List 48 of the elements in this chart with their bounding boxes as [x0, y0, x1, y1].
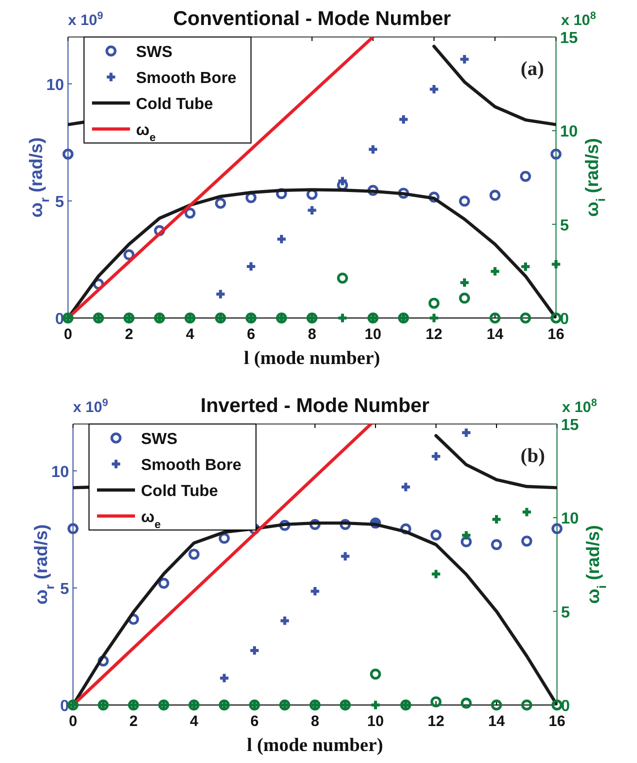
legend-label: Smooth Bore [136, 70, 237, 87]
x-tick-label: 2 [129, 713, 138, 730]
legend-label: SWS [141, 431, 178, 448]
y-tick-label: 5 [60, 580, 70, 598]
chart-title: Inverted - Mode Number [200, 395, 430, 417]
x-tick-label: 14 [486, 326, 504, 343]
x-tick-label: 12 [426, 326, 442, 343]
y2-tick-label: 5 [561, 604, 570, 622]
x-axis-title: l (mode number) [246, 735, 384, 756]
chart-title: Conventional - Mode Number [173, 8, 452, 30]
y-tick-label: 0 [60, 698, 70, 715]
x-tick-label: 6 [250, 713, 259, 730]
y-tick-label: 10 [51, 464, 70, 481]
legend-label: SWS [136, 44, 173, 61]
y2-tick-label: 15 [561, 417, 579, 434]
legend-label: Cold Tube [136, 96, 214, 113]
x-tick-label: 8 [308, 326, 316, 343]
x-tick-label: 10 [367, 713, 384, 730]
x-axis-title: l (mode number) [244, 348, 380, 369]
text: x 10$^{9}$ [68, 10, 104, 29]
y2-tick-label: 0 [560, 311, 569, 328]
text: x 10$^{8}$ [562, 397, 598, 416]
legend-label: ω$_{e}$ [141, 509, 161, 531]
x-tick-label: 4 [190, 713, 199, 730]
x-tick-label: 2 [124, 326, 134, 343]
y2-tick-label: 15 [560, 30, 578, 47]
legend-label: ω$_{e}$ [136, 122, 156, 144]
x-tick-label: 14 [488, 713, 506, 730]
annotation: (a) [520, 58, 544, 80]
x-tick-label: 8 [310, 713, 320, 730]
y2-tick-label: 5 [560, 217, 569, 234]
x-tick-label: 16 [548, 326, 564, 343]
y2-tick-label: 0 [561, 698, 570, 715]
x-tick-label: 16 [548, 713, 566, 730]
legend-label: Smooth Bore [141, 457, 242, 474]
x-tick-label: 10 [364, 326, 382, 343]
x-tick-label: 4 [186, 326, 195, 343]
y2-tick-label: 10 [561, 510, 579, 528]
legend-label: Cold Tube [141, 483, 218, 500]
text: x 10$^{9}$ [73, 397, 108, 416]
annotation: (b) [520, 445, 545, 467]
y-tick-label: 0 [55, 311, 64, 328]
y-tick-label: 10 [46, 76, 64, 94]
y2-tick-label: 10 [560, 124, 578, 141]
y-tick-label: 5 [55, 194, 64, 211]
text: x 10$^{8}$ [560, 10, 596, 29]
x-tick-label: 6 [246, 326, 256, 343]
x-tick-label: 12 [428, 713, 444, 730]
